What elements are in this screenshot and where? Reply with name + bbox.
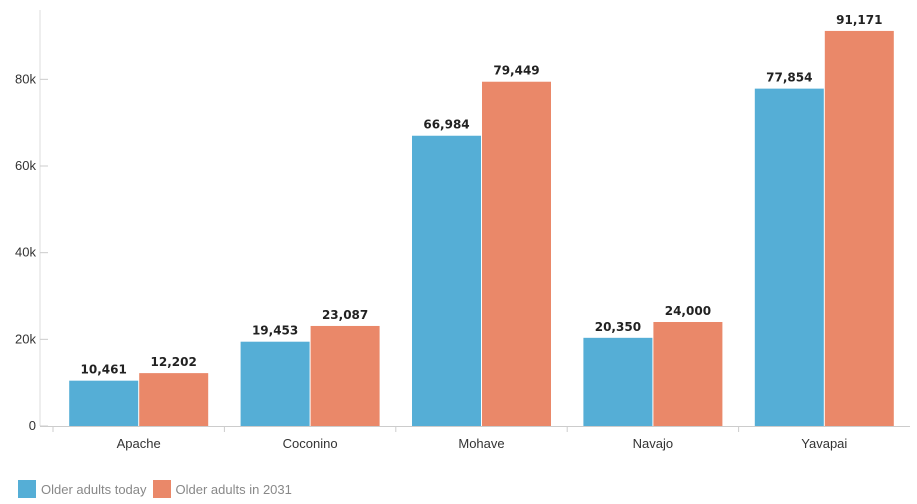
data-label: 23,087 [322,308,368,322]
x-tick-label: Yavapai [801,436,847,451]
bars [69,30,894,427]
legend-label-today: Older adults today [41,481,147,497]
bar-yavapai-2031[interactable] [824,30,894,427]
data-label: 77,854 [766,71,812,85]
y-tick-label: 40k [15,245,36,260]
y-tick-label: 80k [15,71,36,86]
data-label: 24,000 [665,304,711,318]
x-tick-label: Navajo [633,436,673,451]
y-tick-label: 20k [15,331,36,346]
bar-navajo-2031[interactable] [653,322,723,426]
legend-item-today[interactable]: Older adults today [18,480,147,498]
x-tick-label: Apache [117,436,161,451]
data-label: 66,984 [423,118,469,132]
legend-swatch-today [18,480,36,498]
bar-mohave-2031[interactable] [482,81,551,426]
axes: 0 20k 40k 60k 80k Apache Coconino Mohave Navajo Y… [15,10,910,451]
x-tick-label: Coconino [283,436,338,451]
legend-swatch-2031 [152,480,171,498]
data-label: 20,350 [595,320,641,334]
bar-coconino-2031[interactable] [310,325,380,426]
bar-yavapai-today[interactable] [754,88,824,427]
y-tick-label: 60k [15,158,36,173]
data-label: 10,461 [81,363,127,377]
data-label: 79,449 [493,64,539,78]
bar-mohave-today[interactable] [412,135,481,426]
data-labels: 10,461 12,202 19,453 23,087 66,984 79,449 20,3… [81,13,883,377]
bar-coconino-today[interactable] [240,341,310,426]
bar-chart: 0 20k 40k 60k 80k Apache Coconino Mohave Navajo Y… [15,10,910,451]
bar-navajo-today[interactable] [583,337,653,426]
legend: Older adults today Older adults in 2031 [18,479,298,499]
x-tick-label: Mohave [458,436,504,451]
data-label: 91,171 [836,13,882,27]
legend-item-2031[interactable]: Older adults in 2031 [152,480,292,498]
y-tick-label: 0 [29,418,36,433]
legend-label-2031: Older adults in 2031 [175,481,292,497]
data-label: 12,202 [151,355,197,369]
bar-apache-today[interactable] [69,380,139,426]
bar-apache-2031[interactable] [139,373,209,426]
data-label: 19,453 [252,324,298,338]
